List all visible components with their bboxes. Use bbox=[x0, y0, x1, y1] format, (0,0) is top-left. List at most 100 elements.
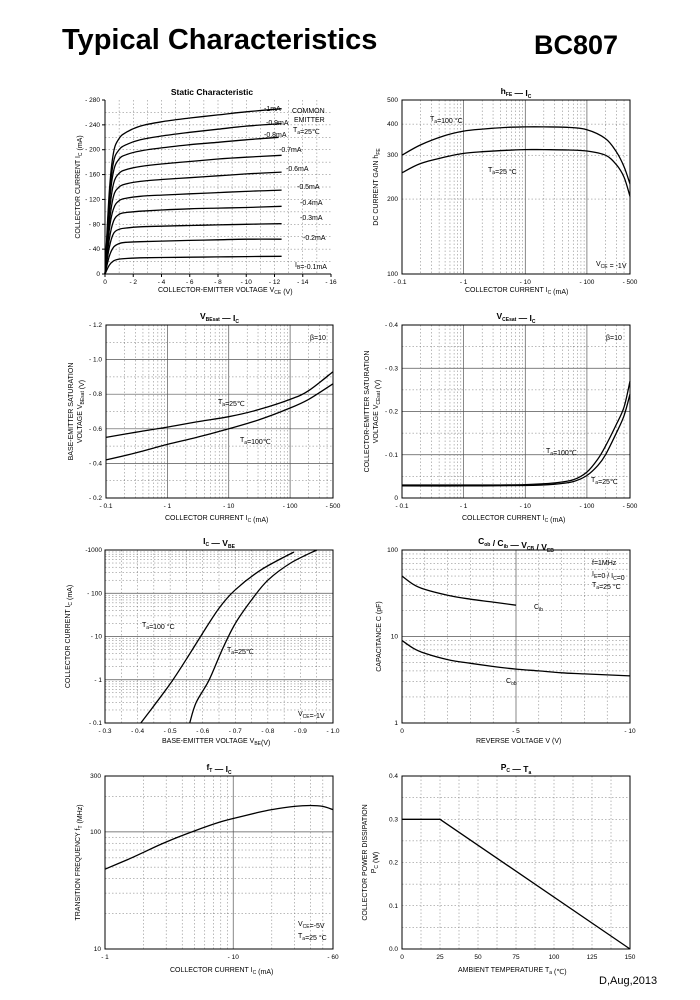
curve-label: -0.7mA bbox=[279, 147, 302, 154]
x-tick-label: - 10 bbox=[223, 503, 235, 510]
footer-date: D,Aug,2013 bbox=[599, 975, 658, 987]
x-tick-label: - 2 bbox=[129, 279, 137, 286]
y-axis-label: TRANSITION FREQUENCY fT (MHz) bbox=[75, 804, 84, 920]
y-tick-label: 10 bbox=[391, 634, 399, 641]
annotation: EMITTER bbox=[294, 117, 325, 124]
y-tick-label: 200 bbox=[387, 196, 398, 203]
plot-frame bbox=[401, 775, 631, 950]
y-tick-label: - 200 bbox=[85, 147, 100, 154]
x-tick-label: 0 bbox=[400, 954, 404, 961]
x-tick-label: - 6 bbox=[186, 279, 194, 286]
pc-ta-chart: 0 25 50 75 100 125 150 0.0 0.1 0.2 0.3 0.4 PC — Ta AM… bbox=[362, 762, 636, 976]
series-line-1 bbox=[401, 394, 631, 487]
series-line-2 bbox=[104, 136, 279, 275]
y-axis-label: DC CURRENT GAIN hFE bbox=[373, 148, 382, 226]
chart-title: VBEsat — IC bbox=[200, 311, 239, 325]
x-tick-label: 150 bbox=[625, 954, 636, 961]
x-tick-label: - 0.7 bbox=[229, 728, 242, 735]
series-line-1 bbox=[401, 148, 631, 197]
y-tick-label: - 120 bbox=[85, 196, 100, 203]
y-tick-label: 100 bbox=[387, 547, 398, 554]
x-tick-label: - 500 bbox=[326, 503, 341, 510]
y-tick-label: - 0.2 bbox=[89, 495, 102, 502]
chart-title: Static Characteristic bbox=[171, 87, 253, 97]
annotation: β=10 bbox=[310, 335, 326, 342]
y-tick-label: 0.4 bbox=[389, 773, 398, 780]
y-axis-label: COLLECTOR-EMITTER SATURATION bbox=[364, 351, 371, 473]
series-line-7 bbox=[104, 223, 282, 275]
y-tick-label: - 0.1 bbox=[89, 720, 102, 727]
x-tick-label: - 0.6 bbox=[196, 728, 209, 735]
x-tick-label: - 0.1 bbox=[99, 503, 112, 510]
capacitance-chart: 0 - 5 - 10 1 10 100 Cob / Cib — VCB / VEB Cib Co… bbox=[376, 536, 636, 745]
series-line-0 bbox=[140, 551, 295, 724]
chart-title: fT — IC bbox=[206, 762, 232, 776]
y-axis-label: VOLTAGE VBEsat (V) bbox=[77, 380, 86, 443]
series-line-1 bbox=[104, 122, 282, 275]
y-tick-label: - 100 bbox=[87, 590, 102, 597]
y-tick-label: -1000 bbox=[85, 547, 102, 554]
x-axis-label: COLLECTOR-EMITTER VOLTAGE VCE (V) bbox=[158, 287, 293, 296]
x-tick-label: - 10 bbox=[241, 279, 253, 286]
y-tick-label: - 1.2 bbox=[89, 322, 102, 329]
y-tick-label: - 1 bbox=[94, 677, 102, 684]
series-line-0 bbox=[401, 381, 631, 486]
series-label: Ta=25℃ bbox=[591, 477, 618, 486]
y-tick-label: 100 bbox=[387, 271, 398, 278]
plot-frame bbox=[401, 324, 631, 499]
y-tick-label: 10 bbox=[94, 946, 102, 953]
series-line-0 bbox=[104, 108, 282, 275]
y-tick-label: - 1.0 bbox=[89, 357, 102, 364]
series-line-3 bbox=[104, 154, 282, 275]
vbesat-ic-chart: - 0.1 - 1 - 10 - 100 - 500 - 0.2 - 0.4 - 0.6 - 0… bbox=[68, 311, 341, 524]
annotation: VCE=-1V bbox=[298, 711, 325, 720]
x-tick-label: - 60 bbox=[327, 954, 339, 961]
series-line-0 bbox=[402, 818, 631, 950]
x-axis-label: BASE-EMITTER VOLTAGE VBE(V) bbox=[162, 738, 270, 747]
series-line-1 bbox=[105, 383, 334, 461]
curve-label: -0.9mA bbox=[266, 120, 289, 127]
y-tick-label: - 0.3 bbox=[385, 365, 398, 372]
y-axis-label: BASE-EMITTER SATURATION bbox=[68, 363, 75, 461]
x-tick-label: - 10 bbox=[624, 728, 636, 735]
x-axis-label: COLLECTOR CURRENT IC (mA) bbox=[165, 515, 268, 524]
annotation: VCE = -1V bbox=[596, 261, 627, 270]
y-tick-label: - 10 bbox=[91, 634, 103, 641]
y-tick-label: - 80 bbox=[89, 221, 101, 228]
y-tick-label: 300 bbox=[90, 773, 101, 780]
curve-label: -0.2mA bbox=[303, 235, 326, 242]
plot-frame bbox=[104, 549, 334, 724]
part-number: BC807 bbox=[534, 30, 619, 60]
y-axis-label: CAPACITANCE C (pF) bbox=[376, 601, 383, 672]
x-tick-label: - 0.3 bbox=[98, 728, 111, 735]
series-label: Ta=25 °C bbox=[488, 167, 517, 176]
plot-frame bbox=[401, 99, 631, 275]
y-tick-label: 0.2 bbox=[389, 860, 398, 867]
curve-label: IB=-0.1mA bbox=[295, 262, 327, 271]
series-line-4 bbox=[104, 171, 282, 275]
x-tick-label: - 1 bbox=[101, 954, 109, 961]
y-tick-label: 0.3 bbox=[389, 816, 398, 823]
y-axis-label: COLLECTOR POWER DISSIPATION bbox=[362, 804, 369, 920]
y-tick-label: 400 bbox=[387, 121, 398, 128]
x-axis-label: COLLECTOR CURRENT IC (mA) bbox=[465, 287, 568, 296]
x-tick-label: - 1 bbox=[460, 279, 468, 286]
series-line-1 bbox=[401, 639, 631, 677]
x-tick-label: - 0.1 bbox=[393, 279, 406, 286]
series-line-0 bbox=[104, 804, 334, 870]
x-tick-label: - 8 bbox=[214, 279, 222, 286]
annotation: Ta=25℃ bbox=[293, 127, 320, 136]
chart-title: VCEsat — IC bbox=[496, 311, 535, 325]
annotation: COMMON bbox=[292, 108, 325, 115]
x-tick-label: - 0.4 bbox=[131, 728, 144, 735]
x-tick-label: - 12 bbox=[269, 279, 281, 286]
y-tick-label: - 160 bbox=[85, 172, 100, 179]
x-axis-label: AMBIENT TEMPERATURE Ta (℃) bbox=[458, 967, 567, 976]
x-tick-label: - 500 bbox=[623, 503, 638, 510]
annotation: Ta=25 °C bbox=[298, 933, 327, 942]
annotation: VCE=-5V bbox=[298, 921, 325, 930]
x-tick-label: - 0.5 bbox=[164, 728, 177, 735]
x-tick-label: - 500 bbox=[623, 279, 638, 286]
page-title: Typical Characteristics bbox=[62, 24, 378, 56]
